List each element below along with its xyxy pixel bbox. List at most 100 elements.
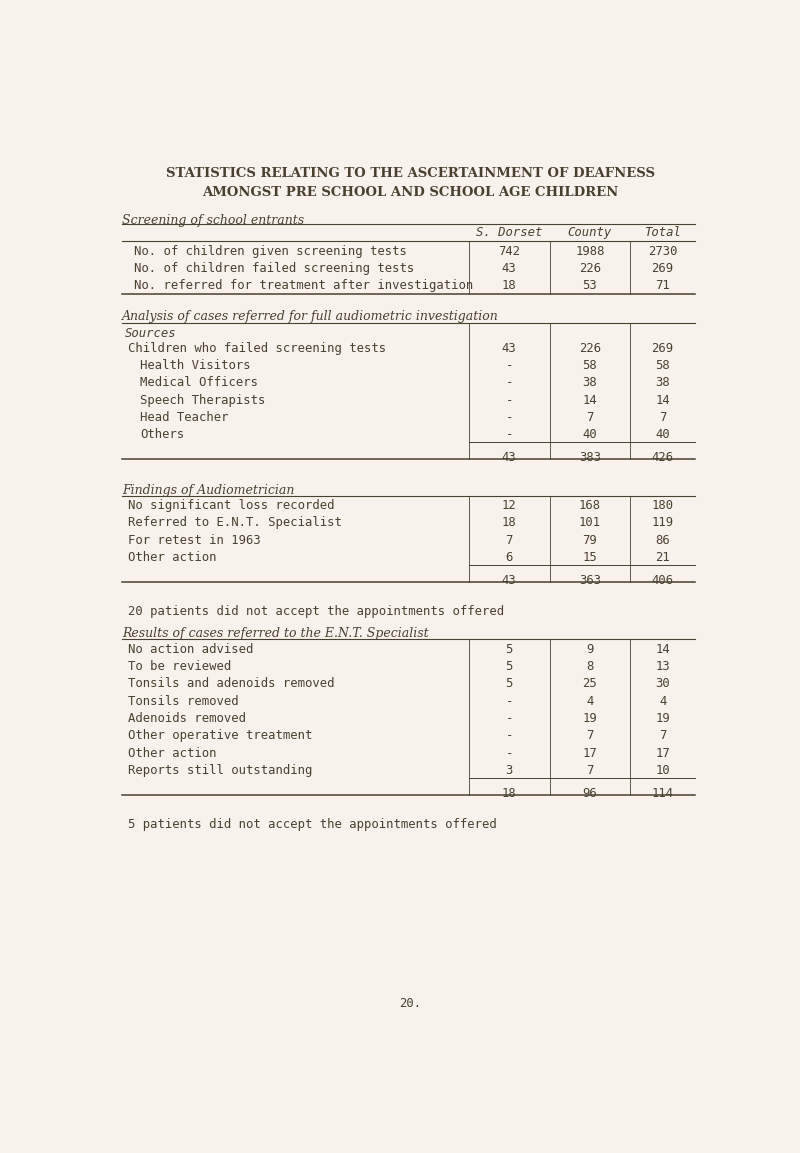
Text: Findings of Audiometrician: Findings of Audiometrician [122, 483, 294, 497]
Text: -: - [506, 359, 513, 372]
Text: Head Teacher: Head Teacher [140, 410, 229, 424]
Text: 30: 30 [655, 678, 670, 691]
Text: -: - [506, 695, 513, 708]
Text: 18: 18 [502, 279, 517, 293]
Text: County: County [568, 226, 612, 240]
Text: 12: 12 [502, 499, 517, 512]
Text: No. referred for treatment after investigation: No. referred for treatment after investi… [134, 279, 474, 293]
Text: Referred to E.N.T. Specialist: Referred to E.N.T. Specialist [128, 517, 342, 529]
Text: Other operative treatment: Other operative treatment [128, 730, 312, 743]
Text: 7: 7 [586, 764, 594, 777]
Text: 20.: 20. [399, 997, 421, 1010]
Text: No. of children given screening tests: No. of children given screening tests [134, 244, 407, 257]
Text: 8: 8 [586, 661, 594, 673]
Text: 7: 7 [506, 534, 513, 547]
Text: 17: 17 [582, 747, 597, 760]
Text: Tonsils removed: Tonsils removed [128, 695, 238, 708]
Text: 20 patients did not accept the appointments offered: 20 patients did not accept the appointme… [128, 605, 504, 618]
Text: 96: 96 [582, 786, 597, 799]
Text: 58: 58 [655, 359, 670, 372]
Text: STATISTICS RELATING TO THE ASCERTAINMENT OF DEAFNESS: STATISTICS RELATING TO THE ASCERTAINMENT… [166, 167, 654, 180]
Text: 269: 269 [651, 341, 674, 355]
Text: 7: 7 [659, 730, 666, 743]
Text: Sources: Sources [125, 327, 177, 340]
Text: 5: 5 [506, 661, 513, 673]
Text: 2730: 2730 [648, 244, 678, 257]
Text: -: - [506, 376, 513, 390]
Text: AMONGST PRE SCHOOL AND SCHOOL AGE CHILDREN: AMONGST PRE SCHOOL AND SCHOOL AGE CHILDR… [202, 186, 618, 198]
Text: 114: 114 [651, 786, 674, 799]
Text: 19: 19 [655, 713, 670, 725]
Text: To be reviewed: To be reviewed [128, 661, 231, 673]
Text: 40: 40 [655, 428, 670, 442]
Text: S. Dorset: S. Dorset [476, 226, 542, 240]
Text: 71: 71 [655, 279, 670, 293]
Text: No significant loss recorded: No significant loss recorded [128, 499, 334, 512]
Text: 10: 10 [655, 764, 670, 777]
Text: -: - [506, 428, 513, 442]
Text: 5 patients did not accept the appointments offered: 5 patients did not accept the appointmen… [128, 817, 497, 830]
Text: Medical Officers: Medical Officers [140, 376, 258, 390]
Text: Total: Total [644, 226, 681, 240]
Text: 9: 9 [586, 643, 594, 656]
Text: 426: 426 [651, 451, 674, 464]
Text: Tonsils and adenoids removed: Tonsils and adenoids removed [128, 678, 334, 691]
Text: Results of cases referred to the E.N.T. Specialist: Results of cases referred to the E.N.T. … [122, 627, 428, 640]
Text: 25: 25 [582, 678, 597, 691]
Text: Speech Therapists: Speech Therapists [140, 393, 266, 407]
Text: 226: 226 [578, 341, 601, 355]
Text: 53: 53 [582, 279, 597, 293]
Text: Health Visitors: Health Visitors [140, 359, 251, 372]
Text: 7: 7 [659, 410, 666, 424]
Text: 168: 168 [578, 499, 601, 512]
Text: 19: 19 [582, 713, 597, 725]
Text: 119: 119 [651, 517, 674, 529]
Text: 7: 7 [586, 410, 594, 424]
Text: 14: 14 [582, 393, 597, 407]
Text: 40: 40 [582, 428, 597, 442]
Text: No. of children failed screening tests: No. of children failed screening tests [134, 262, 414, 274]
Text: 1988: 1988 [575, 244, 605, 257]
Text: -: - [506, 747, 513, 760]
Text: 17: 17 [655, 747, 670, 760]
Text: 6: 6 [506, 551, 513, 564]
Text: Screening of school entrants: Screening of school entrants [122, 213, 304, 226]
Text: Others: Others [140, 428, 185, 442]
Text: 18: 18 [502, 786, 517, 799]
Text: 269: 269 [651, 262, 674, 274]
Text: For retest in 1963: For retest in 1963 [128, 534, 261, 547]
Text: 15: 15 [582, 551, 597, 564]
Text: Other action: Other action [128, 551, 216, 564]
Text: 14: 14 [655, 393, 670, 407]
Text: -: - [506, 393, 513, 407]
Text: 38: 38 [655, 376, 670, 390]
Text: Reports still outstanding: Reports still outstanding [128, 764, 312, 777]
Text: 383: 383 [578, 451, 601, 464]
Text: 3: 3 [506, 764, 513, 777]
Text: 43: 43 [502, 451, 517, 464]
Text: -: - [506, 410, 513, 424]
Text: 742: 742 [498, 244, 520, 257]
Text: -: - [506, 730, 513, 743]
Text: 43: 43 [502, 341, 517, 355]
Text: No action advised: No action advised [128, 643, 254, 656]
Text: 79: 79 [582, 534, 597, 547]
Text: 4: 4 [659, 695, 666, 708]
Text: 86: 86 [655, 534, 670, 547]
Text: 13: 13 [655, 661, 670, 673]
Text: 406: 406 [651, 573, 674, 587]
Text: 4: 4 [586, 695, 594, 708]
Text: 38: 38 [582, 376, 597, 390]
Text: Other action: Other action [128, 747, 216, 760]
Text: Children who failed screening tests: Children who failed screening tests [128, 341, 386, 355]
Text: 14: 14 [655, 643, 670, 656]
Text: Analysis of cases referred for full audiometric investigation: Analysis of cases referred for full audi… [122, 310, 498, 324]
Text: 180: 180 [651, 499, 674, 512]
Text: 363: 363 [578, 573, 601, 587]
Text: 226: 226 [578, 262, 601, 274]
Text: 5: 5 [506, 678, 513, 691]
Text: 7: 7 [586, 730, 594, 743]
Text: 43: 43 [502, 573, 517, 587]
Text: -: - [506, 713, 513, 725]
Text: 21: 21 [655, 551, 670, 564]
